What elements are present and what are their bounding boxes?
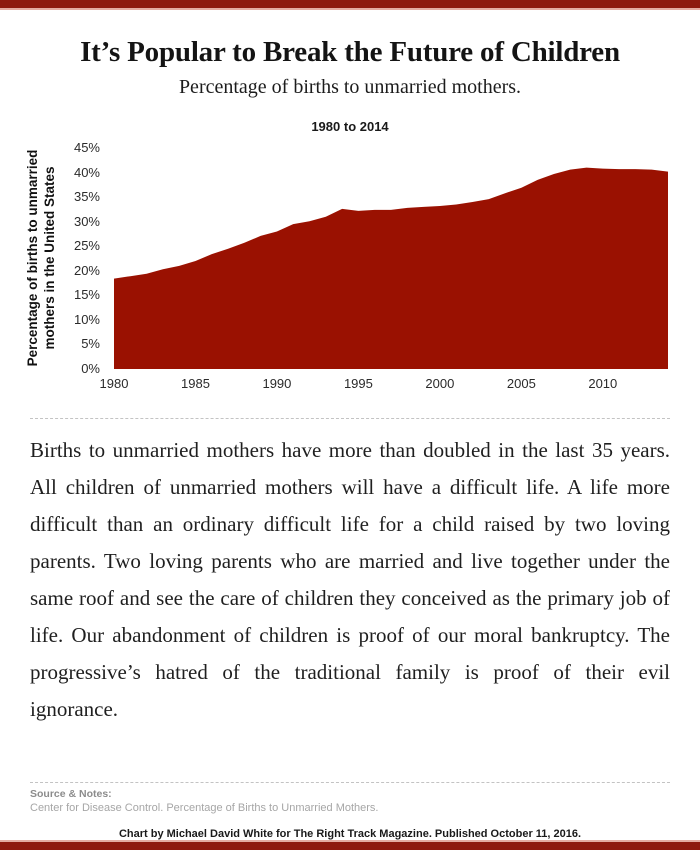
y-tick-label: 10% (73, 311, 100, 327)
top-accent-line (0, 8, 700, 10)
top-accent-bar (0, 0, 700, 8)
chart-section: 1980 to 2014 Percentage of births to unm… (0, 119, 700, 398)
x-tick-label: 1995 (343, 376, 373, 391)
y-tick-label: 25% (73, 238, 100, 254)
y-tick-label: 35% (73, 189, 100, 205)
source-notes-text: Center for Disease Control. Percentage o… (30, 802, 379, 814)
y-tick-label: 15% (73, 287, 100, 303)
page-title: It’s Popular to Break the Future of Chil… (80, 36, 620, 68)
y-tick-label: 0% (81, 361, 100, 376)
content-divider (30, 418, 670, 419)
bottom-accent-line (0, 840, 700, 842)
y-tick-label: 45% (73, 140, 100, 155)
area-chart-svg (114, 167, 668, 369)
y-tick-label: 5% (81, 336, 100, 352)
x-tick-label: 1980 (99, 376, 129, 391)
x-tick-label: 2000 (425, 376, 455, 391)
page-subtitle: Percentage of births to unmarried mother… (178, 76, 522, 98)
x-tick-label: 2005 (506, 376, 536, 391)
bottom-accent-bar (0, 842, 700, 850)
body-paragraph: Births to unmarried mothers have more th… (30, 438, 670, 721)
y-tick-label: 40% (73, 164, 100, 180)
y-tick-label: 30% (73, 213, 100, 229)
chart-title: 1980 to 2014 (311, 119, 389, 134)
x-tick-label: 2010 (588, 376, 618, 391)
footer-divider (30, 782, 670, 783)
source-notes-label: Source & Notes: (30, 788, 112, 800)
x-tick-label: 1985 (181, 376, 210, 391)
chart-canvas: Percentage of births to unmarried mother… (0, 136, 700, 398)
x-tick-label: 1990 (262, 376, 292, 391)
credit-line: Chart by Michael David White for The Rig… (118, 828, 582, 840)
y-tick-label: 20% (73, 262, 100, 278)
footer: Source & Notes: Center for Disease Contr… (0, 782, 700, 840)
area-series (114, 167, 668, 369)
